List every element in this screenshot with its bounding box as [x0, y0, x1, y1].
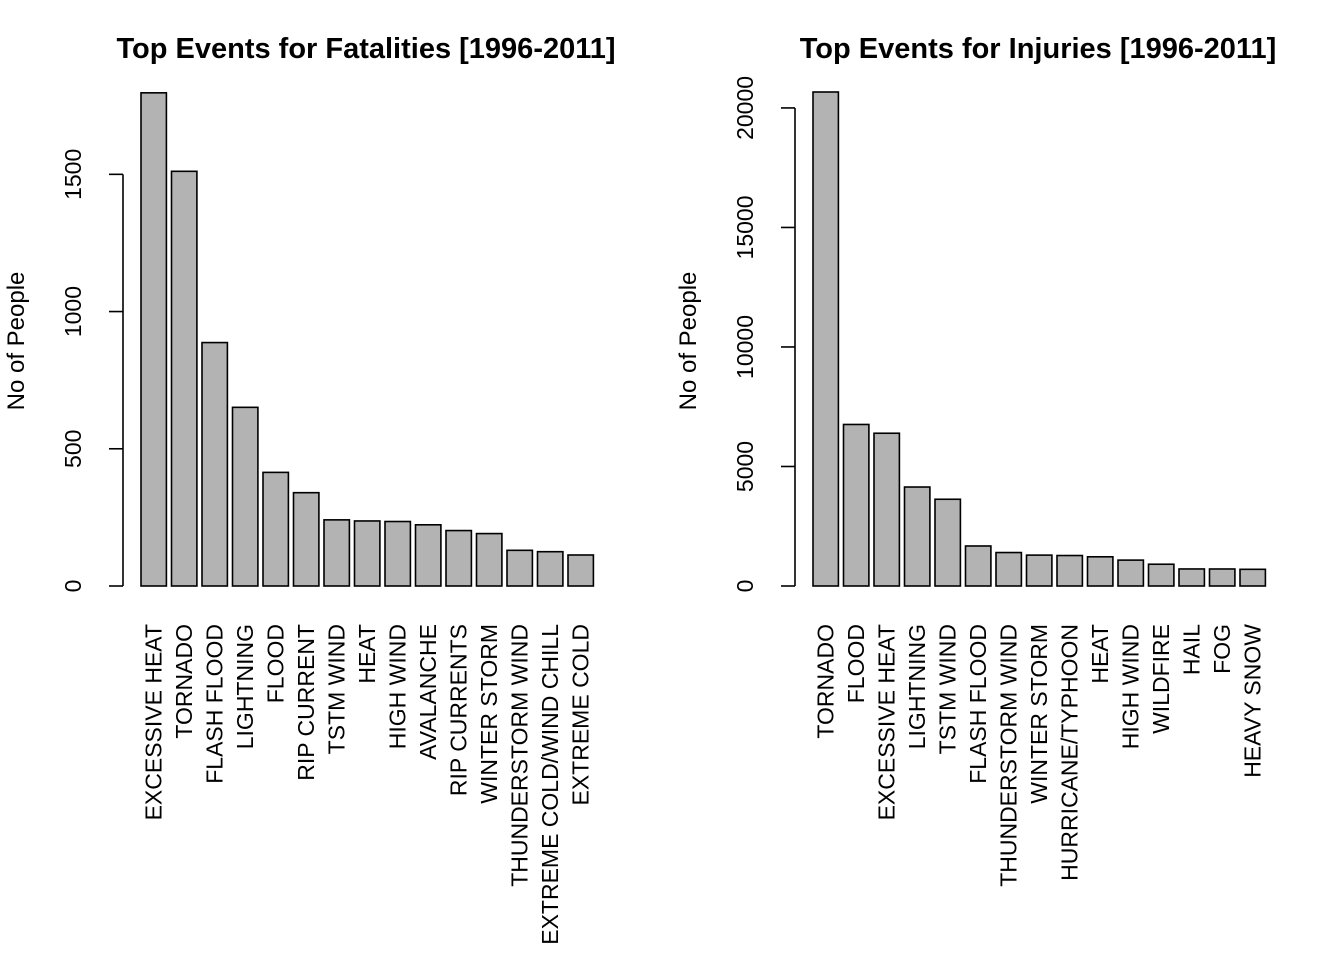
- y-tick-label: 5000: [732, 441, 758, 492]
- bar: [292, 491, 320, 587]
- category-label: TORNADO: [171, 624, 197, 739]
- category-label: EXTREME COLD/WIND CHILL: [537, 624, 563, 945]
- category-label: FLOOD: [843, 624, 869, 703]
- category-label: TSTM WIND: [324, 624, 350, 754]
- category-label: THUNDERSTORM WIND: [507, 624, 533, 887]
- category-label: FOG: [1209, 624, 1235, 674]
- injuries-chart: Top Events for Injuries [1996-2011] No o…: [675, 33, 1276, 887]
- category-label: HIGH WIND: [385, 624, 411, 749]
- category-label: HEAT: [354, 624, 380, 684]
- bar: [1208, 568, 1236, 587]
- bars: [812, 91, 1267, 587]
- category-label: EXCESSIVE HEAT: [141, 624, 167, 820]
- y-axis-label: No of People: [675, 272, 702, 411]
- bar: [934, 498, 962, 587]
- bar: [353, 520, 381, 587]
- bar: [231, 406, 259, 587]
- bar: [201, 341, 229, 587]
- bar: [475, 532, 503, 587]
- y-tick-label: 1000: [60, 286, 86, 337]
- category-labels: TORNADO FLOOD EXCESSIVE HEAT LIGHTNING TSTM …: [813, 624, 1266, 887]
- y-tick-label: 1500: [60, 149, 86, 200]
- category-label: AVALANCHE: [415, 624, 441, 760]
- category-label: WINTER STORM: [476, 624, 502, 804]
- category-label: HEAVY SNOW: [1240, 624, 1266, 778]
- bar: [536, 550, 564, 587]
- bar: [567, 554, 595, 587]
- y-tick-label: 0: [732, 580, 758, 593]
- chart-title: Top Events for Injuries [1996-2011]: [800, 33, 1277, 65]
- bar: [323, 519, 351, 587]
- bar: [1117, 559, 1145, 587]
- category-label: FLASH FLOOD: [202, 624, 228, 784]
- y-tick-label: 10000: [732, 315, 758, 379]
- bar: [812, 91, 840, 587]
- bar: [842, 423, 870, 587]
- y-tick-label: 15000: [732, 195, 758, 259]
- bar: [1178, 568, 1206, 587]
- y-axis-label: No of People: [3, 272, 30, 411]
- category-label: HIGH WIND: [1118, 624, 1144, 749]
- category-label: LIGHTNING: [232, 624, 258, 749]
- category-label: LIGHTNING: [904, 624, 930, 749]
- category-label: RIP CURRENT: [293, 624, 319, 781]
- bar: [506, 549, 534, 587]
- bar: [384, 520, 412, 587]
- bars: [140, 92, 595, 587]
- bar: [964, 545, 992, 587]
- category-label: WILDFIRE: [1148, 624, 1174, 734]
- category-label: WINTER STORM: [1026, 624, 1052, 804]
- category-label: FLOOD: [263, 624, 289, 703]
- bar: [903, 486, 931, 587]
- bar: [170, 170, 198, 587]
- bar: [1239, 568, 1267, 587]
- y-tick-label: 20000: [732, 76, 758, 140]
- bar: [1025, 554, 1053, 587]
- bar: [1056, 554, 1084, 587]
- bar: [262, 471, 290, 587]
- category-label: HAIL: [1179, 624, 1205, 675]
- chart-title: Top Events for Fatalities [1996-2011]: [116, 33, 615, 65]
- y-tick-label: 0: [60, 580, 86, 593]
- category-label: HURRICANE/TYPHOON: [1057, 624, 1083, 881]
- y-axis: 0 500 1000 1500: [60, 149, 124, 593]
- category-label: RIP CURRENTS: [446, 624, 472, 796]
- bar: [414, 523, 442, 587]
- bar: [1086, 555, 1114, 587]
- category-label: TSTM WIND: [935, 624, 961, 754]
- bar: [995, 551, 1023, 587]
- category-labels: EXCESSIVE HEAT TORNADO FLASH FLOOD LIGHTNIN…: [141, 624, 594, 945]
- bar: [445, 529, 473, 587]
- bar: [873, 432, 901, 587]
- category-label: TORNADO: [813, 624, 839, 739]
- fatalities-chart: Top Events for Fatalities [1996-2011] No…: [3, 33, 616, 945]
- category-label: HEAT: [1087, 624, 1113, 684]
- category-label: FLASH FLOOD: [965, 624, 991, 784]
- bar: [140, 92, 168, 587]
- category-label: EXTREME COLD: [568, 624, 594, 805]
- bar: [1147, 563, 1175, 587]
- y-tick-label: 500: [60, 430, 86, 468]
- category-label: EXCESSIVE HEAT: [874, 624, 900, 820]
- y-axis: 0 5000 10000 15000 20000: [732, 76, 796, 593]
- category-label: THUNDERSTORM WIND: [996, 624, 1022, 887]
